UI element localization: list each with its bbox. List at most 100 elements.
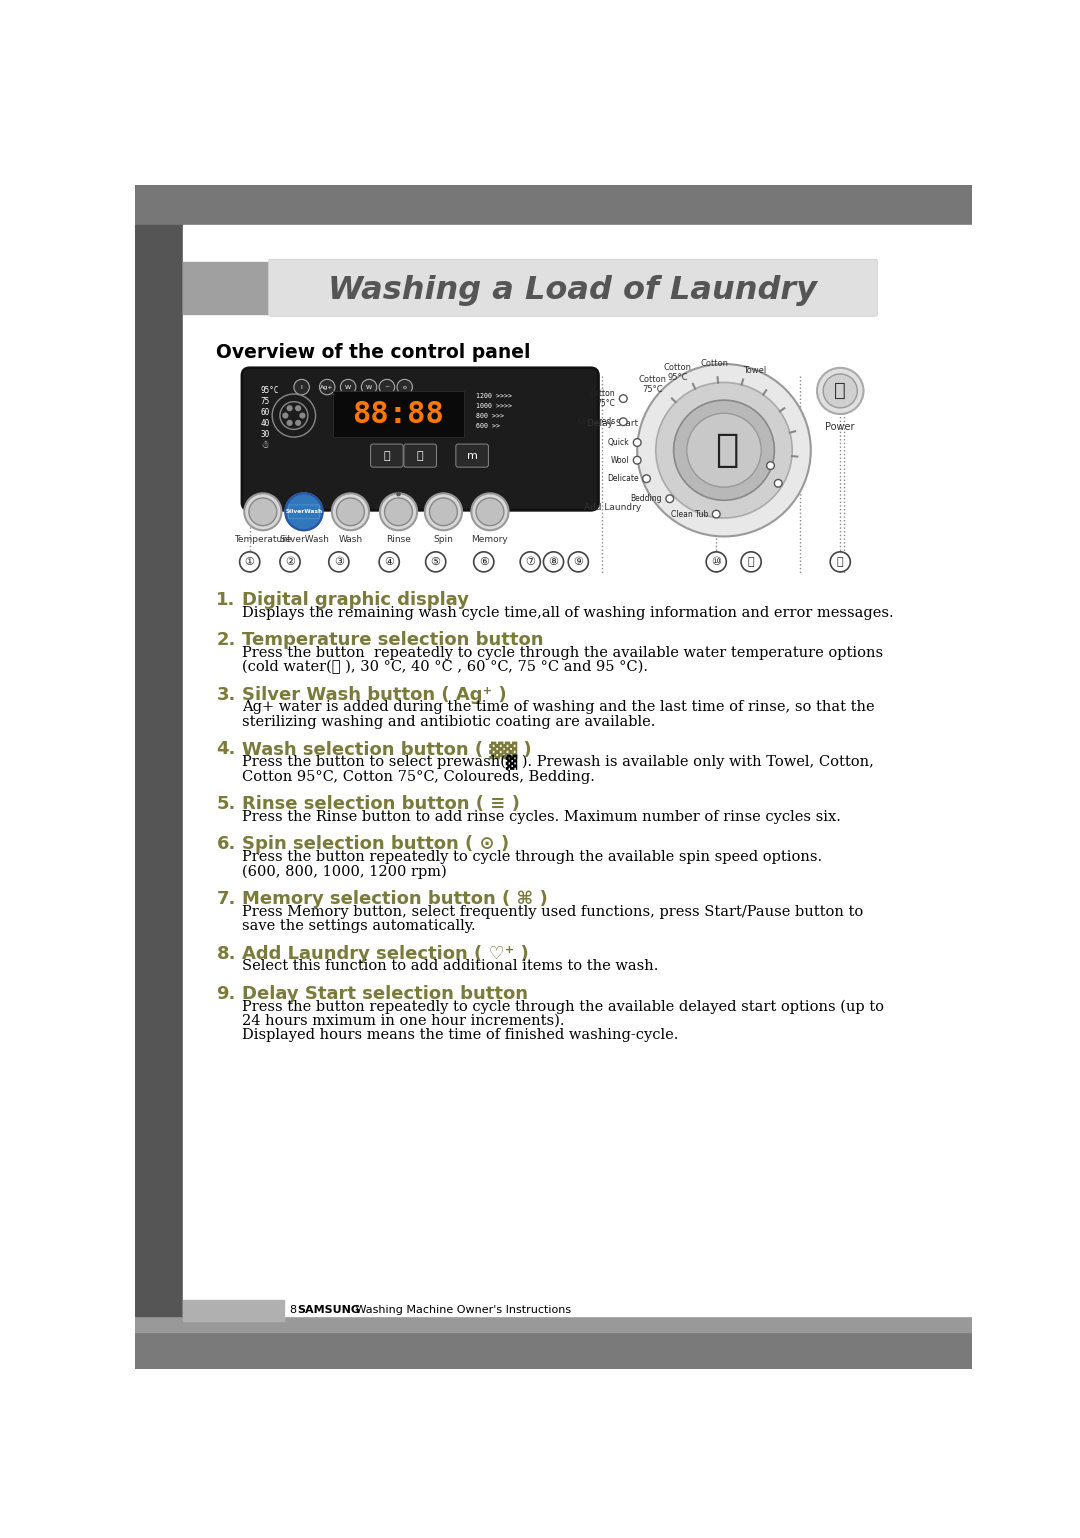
- Text: Wool: Wool: [611, 455, 630, 464]
- Circle shape: [240, 552, 260, 572]
- Circle shape: [295, 404, 301, 411]
- Text: 1200 >>>>: 1200 >>>>: [476, 392, 512, 398]
- Text: 88:88: 88:88: [352, 400, 445, 429]
- Text: ③: ③: [334, 557, 343, 568]
- Circle shape: [823, 374, 858, 408]
- Text: ⑥: ⑥: [478, 557, 489, 568]
- Text: ⑨: ⑨: [573, 557, 583, 568]
- Text: 75: 75: [260, 397, 270, 406]
- Text: ⑫: ⑫: [837, 557, 843, 568]
- Text: Cotton
95°C: Cotton 95°C: [663, 363, 691, 381]
- Circle shape: [294, 380, 309, 395]
- Text: 8: 8: [291, 1306, 305, 1315]
- Text: Press Memory button, select frequently used functions, press Start/Pause button : Press Memory button, select frequently u…: [242, 904, 863, 918]
- Circle shape: [320, 380, 335, 395]
- Text: ⑧: ⑧: [549, 557, 558, 568]
- Circle shape: [619, 395, 627, 403]
- Text: 7.: 7.: [216, 891, 235, 907]
- Text: 60: 60: [260, 408, 270, 417]
- Text: ⑦: ⑦: [525, 557, 536, 568]
- Circle shape: [286, 420, 293, 426]
- Text: Memory selection button ( ⌘ ): Memory selection button ( ⌘ ): [242, 891, 548, 907]
- Text: ☃: ☃: [260, 440, 269, 449]
- Text: o: o: [403, 384, 407, 389]
- Text: Memory: Memory: [472, 535, 509, 544]
- Text: (cold water(⚥ ), 30 °C, 40 °C , 60 °C, 75 °C and 95 °C).: (cold water(⚥ ), 30 °C, 40 °C , 60 °C, 7…: [242, 660, 648, 675]
- Text: ⚿: ⚿: [383, 451, 390, 460]
- Text: SilverWash: SilverWash: [285, 509, 323, 514]
- Circle shape: [471, 494, 509, 531]
- Text: Silver Wash button ( Ag⁺ ): Silver Wash button ( Ag⁺ ): [242, 686, 507, 704]
- Text: Ag+: Ag+: [321, 384, 334, 389]
- Text: Overview of the control panel: Overview of the control panel: [216, 343, 531, 361]
- Text: W: W: [346, 384, 351, 389]
- FancyBboxPatch shape: [242, 368, 598, 511]
- Bar: [183, 1300, 284, 1321]
- Text: 8.: 8.: [216, 944, 235, 963]
- Text: SilverWash: SilverWash: [279, 535, 329, 544]
- Text: (600, 800, 1000, 1200 rpm): (600, 800, 1000, 1200 rpm): [242, 864, 447, 878]
- Text: Spin selection button ( ⊙ ): Spin selection button ( ⊙ ): [242, 835, 509, 854]
- Circle shape: [637, 365, 811, 537]
- Bar: [135, 225, 183, 1317]
- Bar: [183, 261, 272, 314]
- Text: Power: Power: [825, 421, 855, 432]
- Circle shape: [328, 552, 349, 572]
- Circle shape: [767, 461, 774, 469]
- Text: Coloureds: Coloureds: [577, 417, 616, 426]
- Text: I: I: [300, 384, 302, 389]
- Circle shape: [816, 368, 864, 414]
- Circle shape: [244, 494, 282, 531]
- Text: 30: 30: [260, 429, 270, 438]
- Text: 600 >>: 600 >>: [476, 423, 500, 429]
- Text: 3.: 3.: [216, 686, 235, 704]
- Text: Washing a Load of Laundry: Washing a Load of Laundry: [328, 275, 818, 306]
- Text: m: m: [467, 451, 477, 460]
- Circle shape: [396, 492, 401, 497]
- Circle shape: [666, 495, 674, 503]
- Text: 24 hours mximum in one hour increments).: 24 hours mximum in one hour increments).: [242, 1014, 565, 1027]
- Text: Digital graphic display: Digital graphic display: [242, 591, 469, 609]
- Circle shape: [426, 552, 446, 572]
- Circle shape: [674, 400, 774, 500]
- Circle shape: [299, 412, 306, 418]
- Text: Displayed hours means the time of finished washing-cycle.: Displayed hours means the time of finish…: [242, 1029, 678, 1043]
- Text: ②: ②: [285, 557, 295, 568]
- Text: SAMSUNG: SAMSUNG: [298, 1306, 361, 1315]
- Circle shape: [643, 475, 650, 483]
- Text: Displays the remaining wash cycle time,all of washing information and error mess: Displays the remaining wash cycle time,a…: [242, 606, 893, 620]
- Circle shape: [430, 498, 458, 526]
- Text: 9.: 9.: [216, 984, 235, 1003]
- Circle shape: [285, 494, 323, 531]
- Text: ⛲: ⛲: [417, 451, 423, 460]
- Text: Washing Machine Owner's Instructions: Washing Machine Owner's Instructions: [352, 1306, 571, 1315]
- Circle shape: [380, 494, 417, 531]
- Text: Cotton
75°C: Cotton 75°C: [638, 375, 666, 394]
- Circle shape: [282, 412, 288, 418]
- Text: 4.: 4.: [216, 740, 235, 758]
- Text: Wash selection button ( ▓▓ ): Wash selection button ( ▓▓ ): [242, 740, 531, 758]
- Circle shape: [286, 404, 293, 411]
- Text: 40: 40: [260, 418, 270, 428]
- Circle shape: [476, 498, 504, 526]
- Circle shape: [568, 552, 589, 572]
- FancyBboxPatch shape: [456, 444, 488, 468]
- Text: Rinse: Rinse: [386, 535, 410, 544]
- Circle shape: [706, 552, 727, 572]
- Circle shape: [474, 552, 494, 572]
- Bar: [183, 225, 972, 329]
- Text: Wash: Wash: [338, 535, 363, 544]
- Circle shape: [687, 414, 761, 488]
- Bar: [135, 185, 972, 231]
- Text: Delay Start selection button: Delay Start selection button: [242, 984, 528, 1003]
- Text: ⑩: ⑩: [712, 557, 721, 568]
- Text: Add Laundry: Add Laundry: [584, 503, 642, 512]
- Text: Temperature selection button: Temperature selection button: [242, 631, 543, 649]
- Text: ④: ④: [384, 557, 394, 568]
- Text: Press the button repeatedly to cycle through the available spin speed options.: Press the button repeatedly to cycle thr…: [242, 851, 822, 864]
- Text: save the settings automatically.: save the settings automatically.: [242, 920, 475, 934]
- Text: W: W: [366, 384, 373, 389]
- Circle shape: [337, 498, 364, 526]
- Text: Press the button  repeatedly to cycle through the available water temperature op: Press the button repeatedly to cycle thr…: [242, 646, 883, 660]
- Text: 6.: 6.: [216, 835, 235, 854]
